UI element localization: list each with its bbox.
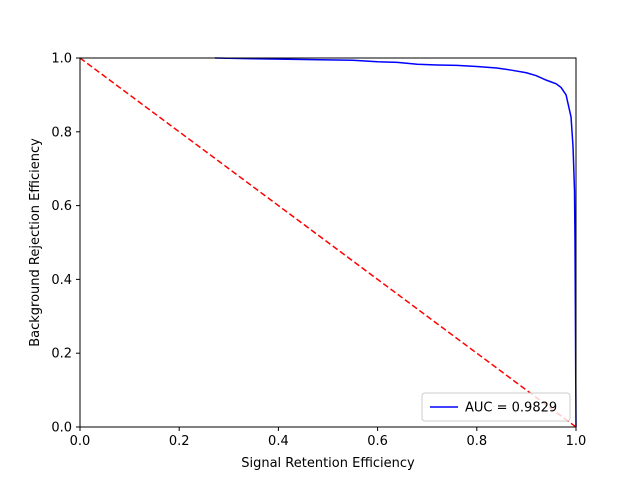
series-layer [79,57,577,428]
y-axis-label: Background Rejection Efficiency [28,138,43,347]
x-tick-label: 0.0 [70,434,91,449]
axes-frame [79,57,577,428]
x-tick-label: 0.2 [169,434,190,449]
y-tick-label: 0.4 [51,273,72,288]
y-tick-label: 1.0 [51,52,72,67]
legend-label-auc: AUC = 0.9829 [465,401,557,416]
series-line-random-diagonal [79,57,577,428]
series-line-roc-curve [214,57,577,428]
legend-box [421,392,571,422]
y-tick-label: 0.6 [51,199,72,214]
y-axis-ticks: 0.0 0.2 0.4 0.6 0.8 1.0 [51,52,80,436]
y-tick-label: 0.8 [51,125,72,140]
x-tick-label: 1.0 [566,434,587,449]
x-tick-label: 0.4 [268,434,289,449]
legend: AUC = 0.9829 [421,392,571,422]
y-tick-label: 0.0 [51,421,72,436]
y-tick-label: 0.2 [51,347,72,362]
x-axis-ticks: 0.0 0.2 0.4 0.6 0.8 1.0 [70,427,587,449]
x-tick-label: 0.6 [367,434,388,449]
x-tick-label: 0.8 [466,434,487,449]
x-axis-label: Signal Retention Efficiency [241,456,415,471]
